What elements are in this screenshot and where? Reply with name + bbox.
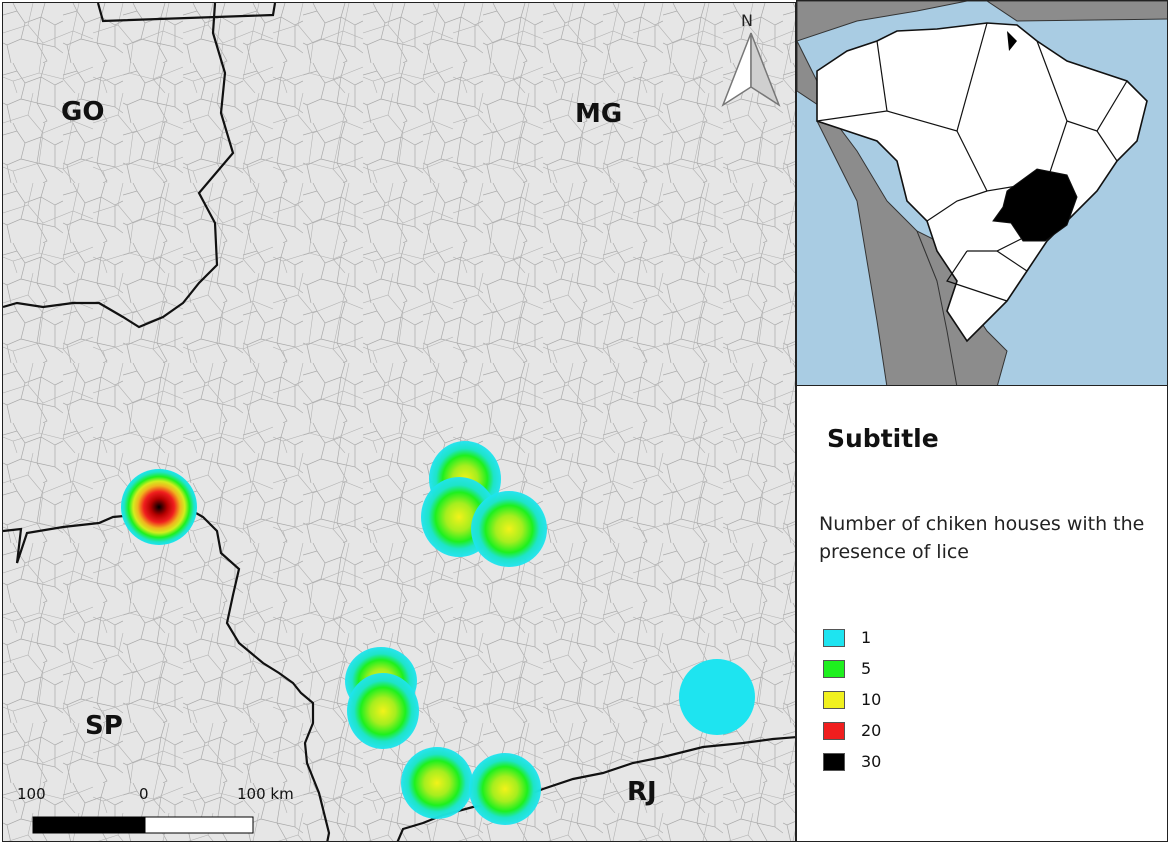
legend-label: 30 (861, 752, 882, 771)
legend-description: Number of chiken houses with the presenc… (819, 513, 1145, 563)
state-label-rj: RJ (627, 777, 657, 807)
highlighted-state (992, 168, 1078, 242)
south-america-land (797, 1, 1167, 42)
hotspot-cluster-central (421, 441, 547, 567)
legend-item: 1 (823, 622, 881, 653)
legend-label: 10 (861, 690, 882, 709)
hotspot-cluster-south-west (345, 647, 419, 749)
legend-label: 20 (861, 721, 882, 740)
legend-label: 1 (861, 628, 872, 647)
legend-panel: Subtitle Number of chiken houses with th… (796, 385, 1168, 842)
state-label-go: GO (61, 97, 105, 127)
legend-item: 30 (823, 746, 881, 777)
hotspot-20 (121, 469, 197, 545)
inset-canvas (797, 1, 1167, 385)
state-borders (3, 3, 795, 841)
scale-label-middle: 0 (139, 785, 149, 803)
legend-swatch (823, 752, 845, 771)
state-label-sp: SP (85, 711, 123, 741)
north-letter: N (741, 11, 753, 30)
legend-swatch (823, 690, 845, 709)
scale-label-right: 100 km (237, 785, 294, 803)
main-map[interactable]: GO MG SP RJ N 100 0 100 km (2, 2, 796, 842)
north-arrow-icon (721, 32, 781, 107)
scale-bar (32, 816, 254, 834)
lice-hotspots (121, 441, 755, 825)
legend-items: 1 5 10 20 30 (823, 622, 881, 777)
legend-swatch (823, 721, 845, 740)
legend-item: 20 (823, 715, 881, 746)
legend-item: 10 (823, 684, 881, 715)
scale-label-left: 100 (17, 785, 46, 803)
legend-swatch (823, 628, 845, 647)
hotspot-east (679, 659, 755, 735)
legend-label: 5 (861, 659, 872, 678)
legend-swatch (823, 659, 845, 678)
legend-item: 5 (823, 653, 881, 684)
hotspot-south-2 (469, 753, 541, 825)
hotspot-south-1 (401, 747, 473, 819)
map-canvas (3, 3, 795, 841)
state-label-mg: MG (575, 99, 623, 129)
legend-title: Subtitle (827, 424, 939, 453)
inset-map (796, 0, 1168, 386)
